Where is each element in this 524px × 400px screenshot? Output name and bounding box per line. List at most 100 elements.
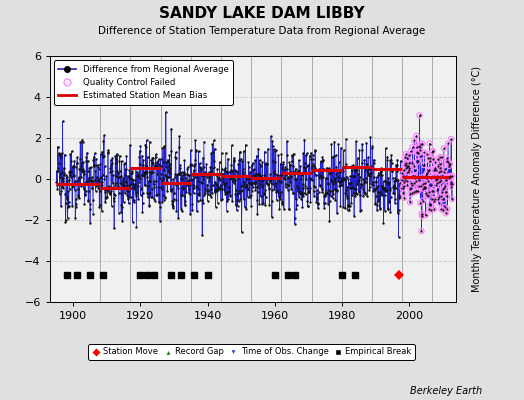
Point [163, 156, 172, 163]
Point [92, 187, 100, 194]
Point [148, 155, 157, 161]
Point [347, 184, 356, 190]
Point [381, 145, 390, 151]
Point [106, 191, 114, 198]
Point [405, 167, 413, 173]
Point [77, 159, 85, 166]
Point [166, 165, 174, 171]
Point [110, 190, 118, 197]
Point [383, 180, 391, 186]
Point [278, 200, 286, 207]
Point [130, 184, 138, 190]
Point [126, 182, 135, 189]
Point [229, 178, 237, 185]
Point [418, 140, 427, 147]
Point [445, 173, 454, 179]
Point [325, 218, 334, 224]
Point [219, 173, 227, 180]
Point [325, 190, 333, 197]
Point [312, 194, 321, 200]
Point [415, 177, 423, 183]
Point [439, 207, 447, 213]
Point [246, 169, 254, 175]
Point [233, 197, 242, 204]
Point [154, 184, 162, 191]
Point [95, 175, 104, 182]
Point [408, 159, 416, 166]
Point [439, 186, 447, 192]
Point [238, 187, 246, 193]
Point [107, 156, 115, 163]
Point [227, 162, 235, 169]
Point [440, 169, 449, 175]
Point [396, 180, 404, 187]
Point [89, 211, 97, 217]
Point [135, 154, 144, 160]
Point [424, 192, 433, 199]
Point [331, 171, 340, 178]
Point [171, 171, 179, 178]
Point [341, 176, 349, 182]
Point [429, 148, 437, 154]
Point [308, 168, 316, 175]
Point [217, 150, 226, 156]
Point [229, 178, 237, 184]
Point [278, 172, 287, 178]
Point [249, 180, 257, 186]
Point [436, 165, 444, 172]
Point [324, 201, 332, 208]
Point [255, 201, 264, 208]
Point [426, 202, 434, 208]
Point [440, 145, 448, 152]
Point [126, 142, 134, 148]
Point [178, 192, 187, 198]
Point [161, 173, 170, 180]
Point [369, 188, 377, 194]
Point [442, 210, 450, 216]
Point [63, 174, 72, 180]
Point [172, 155, 180, 162]
Point [447, 180, 456, 187]
Point [172, 197, 180, 203]
Point [313, 191, 321, 197]
Point [286, 162, 294, 168]
Point [101, 187, 109, 193]
Point [383, 156, 391, 163]
Point [386, 185, 394, 191]
Point [299, 150, 308, 156]
Point [444, 140, 452, 147]
Point [230, 157, 238, 163]
Point [191, 174, 199, 180]
Point [292, 206, 301, 212]
Point [68, 148, 76, 154]
Point [417, 153, 425, 159]
Point [241, 184, 249, 190]
Point [140, 171, 149, 178]
Point [194, 148, 203, 155]
Point [377, 191, 385, 197]
Point [52, 179, 61, 186]
Point [296, 189, 304, 196]
Point [375, 189, 384, 195]
Point [88, 185, 96, 192]
Point [64, 203, 73, 209]
Point [352, 190, 361, 196]
Point [69, 183, 77, 190]
Point [341, 177, 349, 183]
Point [269, 181, 277, 188]
Point [230, 180, 238, 186]
Point [268, 143, 277, 149]
Point [139, 173, 148, 180]
Point [62, 172, 70, 178]
Point [448, 173, 456, 179]
Point [340, 147, 348, 153]
Point [202, 172, 210, 178]
Point [249, 166, 258, 173]
Point [281, 184, 290, 191]
Point [401, 177, 409, 184]
Point [419, 197, 427, 204]
Point [282, 171, 291, 178]
Point [155, 161, 163, 167]
Point [272, 189, 280, 196]
Point [276, 192, 284, 199]
